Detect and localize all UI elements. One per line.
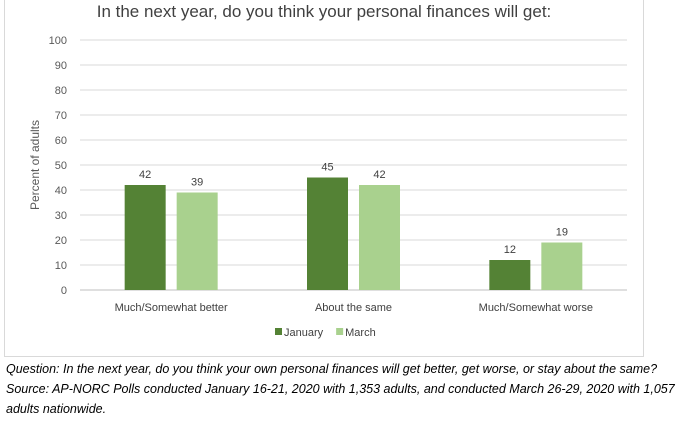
bars	[124, 177, 583, 290]
y-axis-title: Percent of adults	[28, 120, 42, 210]
legend-swatch	[336, 328, 344, 335]
y-tick-label: 70	[55, 110, 67, 122]
y-tick-label: 30	[55, 210, 67, 222]
legend-label: January	[284, 327, 324, 339]
chart-frame: In the next year, do you think your pers…	[4, 0, 644, 357]
source-note: Source: AP-NORC Polls conducted January …	[6, 382, 675, 416]
data-label: 39	[191, 177, 203, 189]
data-label: 42	[139, 169, 151, 181]
y-tick-label: 50	[55, 160, 67, 172]
bar	[541, 242, 583, 290]
bar-chart: In the next year, do you think your pers…	[28, 2, 627, 339]
category-label: Much/Somewhat worse	[479, 302, 593, 314]
bar	[176, 192, 218, 290]
data-label: 12	[504, 244, 516, 256]
y-tick-label: 40	[55, 185, 67, 197]
y-tick-label: 20	[55, 235, 67, 247]
y-tick-label: 80	[55, 85, 67, 97]
data-label: 19	[556, 227, 568, 239]
y-tick-label: 10	[55, 260, 67, 272]
bar	[124, 185, 166, 290]
data-label: 45	[321, 162, 333, 174]
y-tick-label: 100	[49, 35, 67, 47]
category-label: Much/Somewhat better	[115, 302, 228, 314]
legend-label: March	[345, 327, 376, 339]
legend: January March	[275, 327, 376, 339]
category-labels: Much/Somewhat better About the same Much/S…	[115, 302, 593, 314]
question-note: Question: In the next year, do you think…	[6, 362, 658, 376]
bar	[359, 185, 400, 290]
data-labels: 42 39 45 42 12 19	[139, 162, 568, 257]
y-tick-label: 0	[61, 285, 67, 297]
legend-swatch	[275, 328, 282, 335]
gridlines	[80, 39, 627, 291]
chart-title: In the next year, do you think your pers…	[97, 2, 552, 21]
chart-notes: Question: In the next year, do you think…	[6, 359, 682, 419]
y-tick-label: 90	[55, 60, 67, 72]
bar	[489, 260, 531, 290]
bar	[307, 177, 348, 290]
data-label: 42	[373, 169, 385, 181]
y-tick-label: 60	[55, 135, 67, 147]
y-axis-ticks: 0 10 20 30 40 50 60 70 80 90 100	[49, 35, 67, 297]
category-label: About the same	[315, 302, 392, 314]
